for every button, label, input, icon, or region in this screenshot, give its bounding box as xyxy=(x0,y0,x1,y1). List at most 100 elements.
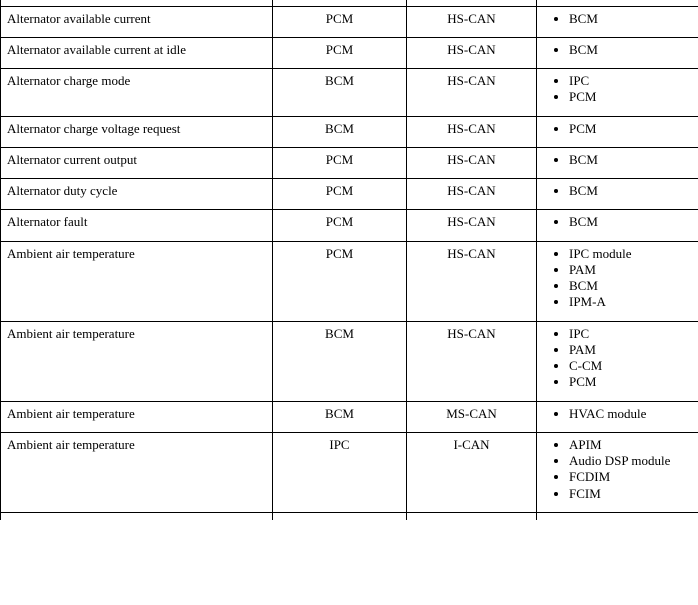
dest-list: APIMAudio DSP moduleFCDIMFCIM xyxy=(537,437,694,502)
source-cell: PCM xyxy=(273,37,407,68)
dest-cell: HVAC module xyxy=(537,401,698,432)
dest-cell: APIMAudio DSP moduleFCDIMFCIM xyxy=(537,432,698,512)
network-text: HS-CAN xyxy=(447,246,495,261)
network-cell: HS-CAN xyxy=(407,147,537,178)
network-cell: HS-CAN xyxy=(407,37,537,68)
network-text: HS-CAN xyxy=(447,42,495,57)
dest-item: BCM xyxy=(569,42,694,58)
dest-list: IPCPAMC-CMPCM xyxy=(537,326,694,391)
signal-cell: Ambient air temperature xyxy=(1,401,273,432)
dest-item: IPC xyxy=(569,73,694,89)
source-text: BCM xyxy=(325,121,354,136)
signal-text: Alternator available current xyxy=(7,11,151,26)
dest-item: HVAC module xyxy=(569,406,694,422)
signal-cell: Alternator available current xyxy=(1,6,273,37)
network-text: HS-CAN xyxy=(447,73,495,88)
dest-cell: PCM xyxy=(537,116,698,147)
table-row: Alternator fault PCM HS-CANBCM xyxy=(1,210,698,241)
table-row: Alternator available current at idle PCM H… xyxy=(1,37,698,68)
dest-item: PCM xyxy=(569,121,694,137)
dest-item: IPC xyxy=(569,326,694,342)
source-text: PCM xyxy=(326,214,353,229)
signal-text: Alternator available current at idle xyxy=(7,42,186,57)
table-row: Alternator charge voltage request BCM HS-C… xyxy=(1,116,698,147)
dest-list: BCM xyxy=(537,152,694,168)
source-cell: BCM xyxy=(273,401,407,432)
signal-table: Alternator available currentPCMHS-CANBCM… xyxy=(0,0,698,520)
signal-text: Alternator current output xyxy=(7,152,137,167)
source-text: BCM xyxy=(325,406,354,421)
signal-text: Alternator charge voltage request xyxy=(7,121,180,136)
dest-item: APIM xyxy=(569,437,694,453)
source-text: BCM xyxy=(325,73,354,88)
network-cell: HS-CAN xyxy=(407,321,537,401)
network-cell: HS-CAN xyxy=(407,210,537,241)
dest-item: BCM xyxy=(569,278,694,294)
signal-text: Ambient air temperature xyxy=(7,246,135,261)
network-cell: HS-CAN xyxy=(407,69,537,117)
source-text: PCM xyxy=(326,11,353,26)
table-row: Ambient air temperature IPC I-CAN APIMAudio… xyxy=(1,432,698,512)
signal-text: Alternator duty cycle xyxy=(7,183,117,198)
source-cell: BCM xyxy=(273,69,407,117)
source-text: PCM xyxy=(326,183,353,198)
dest-cell: IPC modulePAMBCMIPM-A xyxy=(537,241,698,321)
signal-cell: Alternator charge voltage request xyxy=(1,116,273,147)
signal-cell: Alternator charge mode xyxy=(1,69,273,117)
dest-cell: BCM xyxy=(537,210,698,241)
dest-list: BCM xyxy=(537,11,694,27)
dest-list: IPC modulePAMBCMIPM-A xyxy=(537,246,694,311)
dest-list: BCM xyxy=(537,42,694,58)
source-cell: BCM xyxy=(273,116,407,147)
dest-list: HVAC module xyxy=(537,406,694,422)
dest-item: FCDIM xyxy=(569,469,694,485)
dest-item: BCM xyxy=(569,152,694,168)
network-text: I-CAN xyxy=(453,437,489,452)
signal-text: Ambient air temperature xyxy=(7,437,135,452)
network-text: HS-CAN xyxy=(447,121,495,136)
table-row: Alternator duty cycle PCM HS-CAN BCM xyxy=(1,179,698,210)
source-cell: PCM xyxy=(273,6,407,37)
table-row: Ambient air temperatureBCMHS-CANIPCPAMC-… xyxy=(1,321,698,401)
signal-cell: Ambient air temperature xyxy=(1,241,273,321)
source-text: PCM xyxy=(326,246,353,261)
dest-item: IPM-A xyxy=(569,294,694,310)
network-cell: HS-CAN xyxy=(407,116,537,147)
table-row: Alternator charge mode BCM HS-CAN IPCPCM xyxy=(1,69,698,117)
dest-list: BCM xyxy=(537,214,694,230)
source-text: IPC xyxy=(329,437,349,452)
network-cell: I-CAN xyxy=(407,432,537,512)
network-cell: HS-CAN xyxy=(407,6,537,37)
dest-list: BCM xyxy=(537,183,694,199)
network-cell: MS-CAN xyxy=(407,401,537,432)
stub-cell xyxy=(1,512,273,520)
signal-cell: Alternator current output xyxy=(1,147,273,178)
stub-cell xyxy=(537,512,698,520)
dest-item: C-CM xyxy=(569,358,694,374)
dest-item: BCM xyxy=(569,11,694,27)
dest-item: PAM xyxy=(569,342,694,358)
table-row: Alternator current output PCM HS-CAN BCM xyxy=(1,147,698,178)
source-text: BCM xyxy=(325,326,354,341)
network-text: MS-CAN xyxy=(446,406,497,421)
signal-text: Alternator charge mode xyxy=(7,73,130,88)
network-text: HS-CAN xyxy=(447,183,495,198)
source-cell: PCM xyxy=(273,147,407,178)
signal-text: Ambient air temperature xyxy=(7,406,135,421)
dest-cell: BCM xyxy=(537,37,698,68)
table-row: Ambient air temperature PCM HS-CAN IPC modu… xyxy=(1,241,698,321)
network-text: HS-CAN xyxy=(447,152,495,167)
signal-text: Alternator fault xyxy=(7,214,88,229)
source-cell: PCM xyxy=(273,179,407,210)
dest-cell: IPCPAMC-CMPCM xyxy=(537,321,698,401)
table-row: Ambient air temperature BCM MS-CAN HVAC mod… xyxy=(1,401,698,432)
stub-cell xyxy=(407,512,537,520)
dest-item: BCM xyxy=(569,183,694,199)
network-text: HS-CAN xyxy=(447,11,495,26)
dest-cell: IPCPCM xyxy=(537,69,698,117)
signal-cell: Ambient air temperature xyxy=(1,432,273,512)
network-text: HS-CAN xyxy=(447,326,495,341)
source-cell: PCM xyxy=(273,210,407,241)
source-text: PCM xyxy=(326,42,353,57)
dest-cell: BCM xyxy=(537,147,698,178)
